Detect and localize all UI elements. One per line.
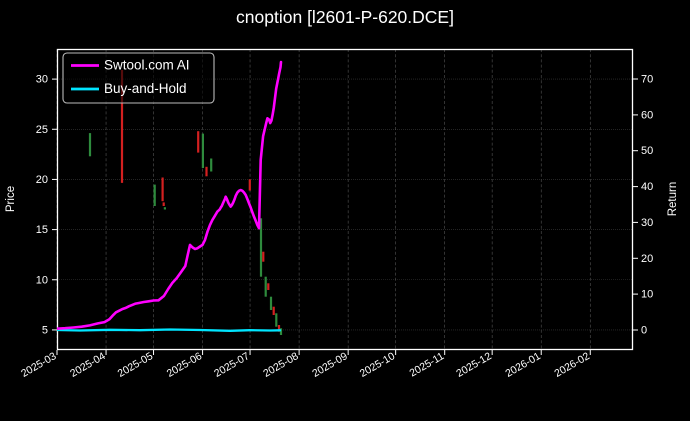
svg-text:2025-10: 2025-10 [358,350,398,380]
svg-text:60: 60 [641,109,653,121]
svg-text:2025-11: 2025-11 [407,350,446,379]
svg-text:10: 10 [641,289,653,301]
svg-text:2025-05: 2025-05 [116,350,156,380]
svg-text:2025-04: 2025-04 [68,350,108,380]
svg-text:2025-12: 2025-12 [454,350,494,380]
svg-text:2025-08: 2025-08 [261,350,301,380]
svg-text:20: 20 [641,253,653,265]
svg-text:Swtool.com AI: Swtool.com AI [104,58,190,73]
svg-text:2025-09: 2025-09 [310,350,350,380]
svg-text:2026-01: 2026-01 [503,350,543,380]
svg-text:2025-03: 2025-03 [19,350,59,380]
svg-text:40: 40 [641,181,653,193]
svg-text:15: 15 [36,224,48,236]
svg-text:20: 20 [36,174,48,186]
svg-text:25: 25 [36,124,48,136]
svg-text:10: 10 [36,274,48,286]
svg-text:30: 30 [641,217,653,229]
svg-text:2026-02: 2026-02 [552,350,592,380]
svg-text:Price: Price [5,186,17,212]
svg-text:5: 5 [42,325,48,337]
svg-text:Buy-and-Hold: Buy-and-Hold [104,81,187,96]
svg-text:Return: Return [667,182,679,217]
svg-text:30: 30 [36,74,48,86]
svg-text:2025-06: 2025-06 [165,350,205,380]
svg-text:0: 0 [641,325,647,337]
svg-text:70: 70 [641,74,653,86]
svg-text:50: 50 [641,145,653,157]
svg-text:2025-07: 2025-07 [212,350,252,380]
